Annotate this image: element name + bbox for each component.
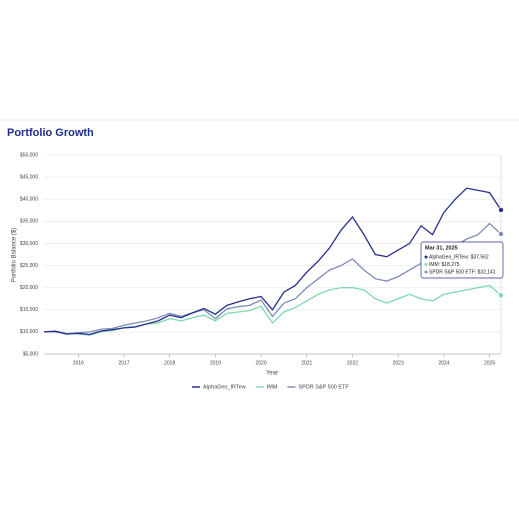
tooltip-title: Mar 31, 2025	[425, 245, 458, 251]
x-tick-label: 2016	[73, 360, 84, 366]
hover-point	[497, 207, 504, 214]
legend-label: AlphaGeo_IRTew	[203, 384, 246, 390]
x-tick-label: 2019	[210, 360, 221, 366]
y-tick-label: $5,000	[23, 351, 39, 357]
legend-label: SPDR S&P 500 ETF	[298, 384, 349, 390]
y-tick-label: $40,000	[20, 197, 38, 203]
series-line	[43, 187, 502, 336]
tooltip	[420, 241, 504, 279]
tooltip-bullet	[424, 263, 428, 266]
x-tick-label: 2020	[256, 360, 267, 366]
tooltip-entry: AlphaGeo_IRTew: $37,562	[429, 254, 489, 260]
y-tick-label: $15,000	[20, 307, 38, 313]
y-tick-label: $50,000	[20, 152, 38, 158]
series-line	[43, 222, 502, 335]
y-tick-label: $30,000	[20, 241, 38, 247]
tooltip-bullet	[424, 270, 428, 274]
x-tick-label: 2017	[118, 360, 129, 366]
tooltip-bullet	[424, 255, 428, 259]
x-tick-label: 2024	[438, 360, 449, 366]
x-tick-label: 2022	[347, 360, 358, 366]
x-tick-label: 2021	[301, 360, 312, 366]
hover-point	[497, 230, 504, 237]
chart-title: Portfolio Growth	[7, 127, 94, 139]
tooltip-entry: SPDR S&P 500 ETF: $32,141	[429, 269, 496, 275]
y-tick-label: $10,000	[20, 329, 38, 335]
x-tick-label: 2023	[393, 360, 404, 366]
x-tick-label: 2018	[164, 360, 175, 366]
legend-label: IMM	[267, 384, 278, 390]
x-axis-label: Year	[266, 371, 278, 377]
y-tick-label: $20,000	[20, 285, 38, 291]
y-axis-label: Portfolio Balance ($)	[12, 228, 18, 282]
hover-point	[497, 292, 504, 299]
y-tick-label: $45,000	[20, 174, 38, 180]
y-tick-label: $35,000	[20, 219, 38, 225]
x-tick-label: 2025	[484, 360, 495, 366]
tooltip-entry: IMM: $18,275	[429, 262, 460, 268]
y-tick-label: $25,000	[20, 263, 38, 269]
